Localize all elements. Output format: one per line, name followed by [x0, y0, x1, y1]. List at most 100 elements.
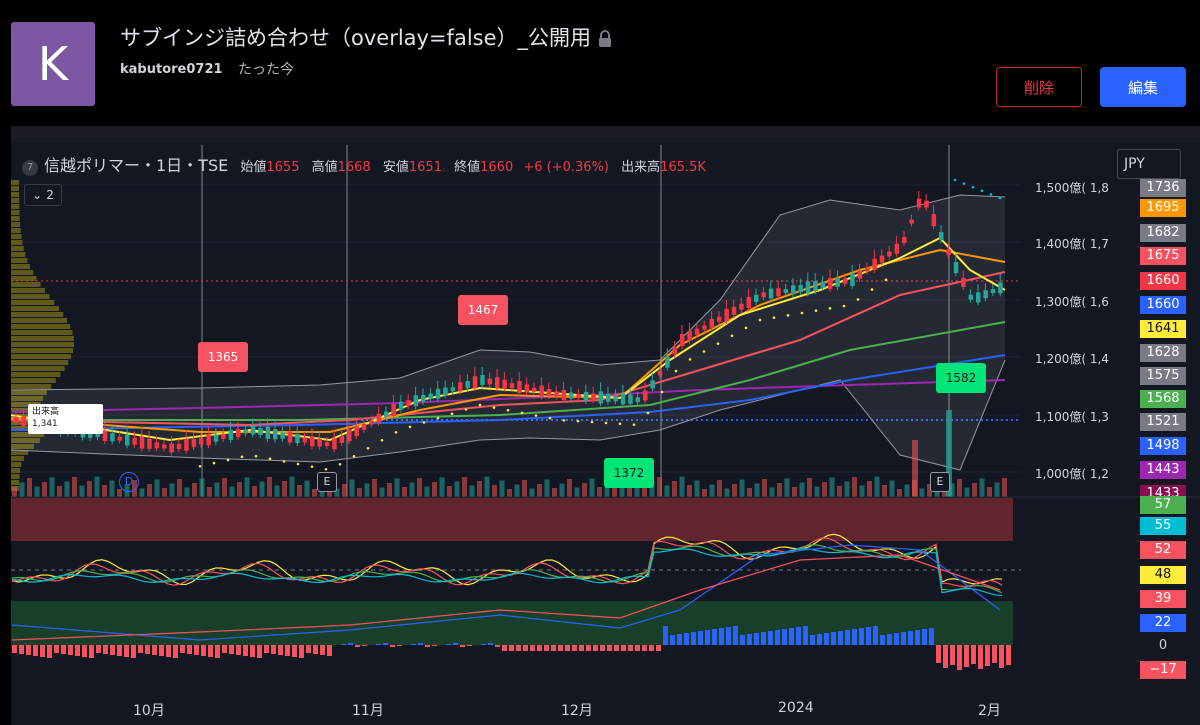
psar-dot: [590, 420, 594, 424]
volume-profile-bar: [11, 402, 41, 407]
volume-bar: [919, 488, 925, 497]
volume-bar: [567, 479, 572, 497]
chart-area[interactable]: [11, 126, 1200, 725]
macd-histogram-bar: [761, 632, 766, 645]
vp-label: 出来高: [32, 407, 60, 417]
macd-histogram-bar: [138, 645, 143, 653]
volume-bar: [499, 480, 505, 497]
macd-histogram-bar: [292, 645, 297, 657]
candle: [628, 394, 633, 404]
macd-histogram-bar: [523, 645, 528, 651]
earnings-marker[interactable]: E: [930, 472, 950, 492]
callout-low: 1582: [936, 363, 986, 393]
macd-histogram-bar: [796, 627, 801, 645]
candle: [228, 429, 234, 440]
volume-bar: [274, 485, 280, 497]
dividend-marker[interactable]: D: [119, 472, 139, 492]
psar-dot: [534, 414, 538, 417]
macd-histogram-bar: [754, 633, 759, 645]
macd-histogram-bar: [12, 645, 17, 653]
candle: [583, 391, 589, 401]
volume-bar: [169, 483, 175, 497]
volume-bar: [837, 486, 842, 497]
macd-histogram-bar: [572, 645, 577, 651]
volume-bar: [394, 478, 400, 497]
candle: [865, 267, 870, 272]
volume-profile-bar: [11, 222, 21, 227]
macd-histogram-bar: [789, 628, 794, 645]
x-axis-label: 11月: [352, 703, 384, 719]
y-axis-label: 1,300億( 1,6: [1035, 295, 1109, 309]
price-axis-label: 1498: [1140, 437, 1186, 455]
volume-bar: [544, 479, 550, 497]
volume-bar: [199, 478, 205, 497]
macd-histogram-bar: [383, 643, 388, 645]
macd-histogram-bar: [964, 645, 969, 667]
candle: [310, 436, 315, 447]
volume-profile-bar: [11, 270, 34, 275]
volume-profile-bar: [11, 288, 45, 293]
currency-selector[interactable]: JPY: [1117, 149, 1181, 179]
candle: [983, 290, 988, 299]
oscillator-axis-label: 55: [1140, 517, 1186, 535]
macd-histogram-bar: [558, 645, 563, 651]
macd-histogram-bar: [614, 645, 619, 651]
price-axis-label: 1628: [1140, 344, 1186, 362]
candle: [324, 442, 330, 447]
candle: [213, 434, 219, 442]
macd-histogram-bar: [537, 645, 542, 651]
macd-histogram-bar: [173, 645, 178, 658]
edit-button[interactable]: 編集: [1100, 67, 1186, 107]
volume-bar: [147, 484, 152, 497]
psar-dot: [828, 307, 832, 310]
volume-bar: [679, 476, 685, 497]
macd-histogram-bar: [159, 645, 164, 656]
stoch-k: [11, 533, 1003, 586]
volume-profile-bar: [11, 456, 24, 461]
legend-badge[interactable]: 7: [22, 159, 38, 176]
candle: [258, 428, 263, 436]
candle: [369, 420, 374, 425]
earnings-marker[interactable]: E: [317, 472, 337, 492]
psar-dot: [520, 411, 524, 415]
volume-bar: [184, 487, 190, 497]
macd-histogram-bar: [810, 635, 815, 645]
psar-dot: [324, 467, 328, 471]
candle: [376, 413, 382, 423]
volume-profile-bar: [11, 348, 74, 353]
candle: [443, 387, 448, 396]
candle: [561, 390, 567, 401]
price-axis-label: 1521: [1140, 413, 1186, 431]
candle: [598, 391, 604, 404]
psar-dot: [842, 304, 846, 308]
macd-histogram-bar: [355, 645, 360, 647]
volume-bar: [724, 488, 730, 497]
volume-bar: [484, 476, 490, 497]
signal-line: [11, 554, 1001, 641]
author-name[interactable]: kabutore0721: [120, 62, 223, 77]
candle: [14, 417, 19, 423]
psar-dot: [408, 425, 412, 429]
delete-button[interactable]: 削除: [996, 67, 1082, 107]
collapse-indicators-button[interactable]: ⌄ 2: [24, 184, 62, 206]
avatar[interactable]: K: [11, 22, 95, 106]
candle: [273, 429, 278, 440]
macd-histogram-bar: [488, 643, 493, 645]
volume-profile-bar: [11, 300, 55, 305]
volume-profile-bar: [11, 234, 22, 239]
page-title: サブインジ詰め合わせ（overlay=false）_公開用: [120, 22, 613, 52]
candle: [206, 434, 211, 446]
macd-histogram-bar: [348, 643, 353, 645]
macd-histogram-bar: [243, 645, 248, 656]
volume-bar: [627, 482, 632, 497]
volume-bar: [732, 484, 737, 497]
volume-bar: [222, 478, 227, 497]
candle: [139, 436, 145, 449]
candle: [643, 390, 648, 401]
volume-label: 出来高: [621, 160, 661, 175]
macd-histogram-bar: [180, 645, 185, 653]
volume-bar: [357, 488, 362, 497]
oscillator-axis-label: 52: [1140, 541, 1186, 559]
candle: [768, 288, 774, 299]
symbol-name[interactable]: 信越ポリマー・1日・TSE: [44, 156, 229, 175]
